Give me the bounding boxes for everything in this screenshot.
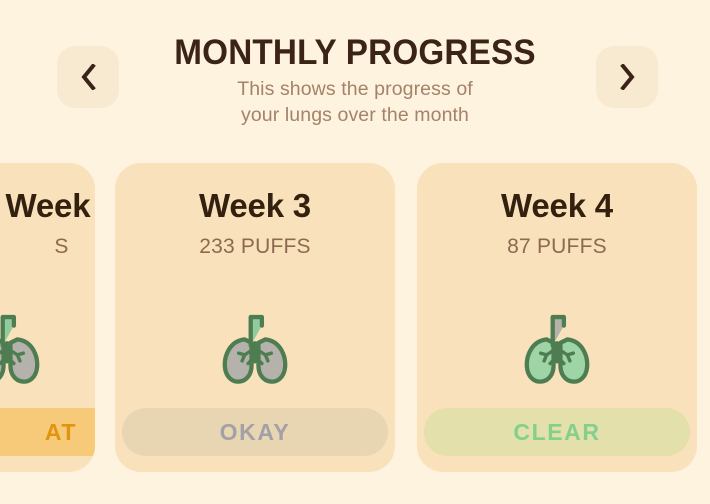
screen-header: MONTHLY PROGRESS This shows the progress… bbox=[0, 0, 710, 155]
week-card-title: Week 2 bbox=[5, 187, 95, 224]
status-badge-label: AT bbox=[44, 419, 78, 445]
week-card-title: Week 4 bbox=[501, 187, 613, 224]
week-card-title: Week 3 bbox=[199, 187, 311, 224]
next-week-button[interactable] bbox=[596, 46, 658, 108]
week-card-puffs: 233 PUFFS bbox=[199, 235, 311, 258]
lungs-illustration-wrap bbox=[417, 305, 697, 391]
lungs-icon bbox=[0, 314, 39, 384]
status-badge: AT bbox=[0, 408, 95, 456]
week-card-puffs: S bbox=[54, 235, 69, 258]
lungs-illustration-wrap bbox=[0, 305, 95, 391]
week-card-puffs: 87 PUFFS bbox=[507, 235, 607, 258]
lungs-icon bbox=[524, 314, 590, 384]
chevron-left-icon bbox=[80, 64, 96, 90]
status-badge: OKAY bbox=[122, 408, 388, 456]
status-badge-label: OKAY bbox=[219, 419, 291, 445]
week-card[interactable]: Week 4 87 PUFFS bbox=[417, 163, 697, 472]
week-card-carousel[interactable]: Week 2 S bbox=[0, 163, 710, 473]
lungs-icon bbox=[222, 314, 288, 384]
status-badge: CLEAR bbox=[424, 408, 690, 456]
week-card[interactable]: Week 2 S bbox=[0, 163, 95, 472]
chevron-right-icon bbox=[619, 64, 635, 90]
lungs-illustration-wrap bbox=[115, 305, 395, 391]
previous-week-button[interactable] bbox=[57, 46, 119, 108]
status-badge-label: CLEAR bbox=[513, 419, 601, 445]
week-card[interactable]: Week 3 233 PUFFS bbox=[115, 163, 395, 472]
